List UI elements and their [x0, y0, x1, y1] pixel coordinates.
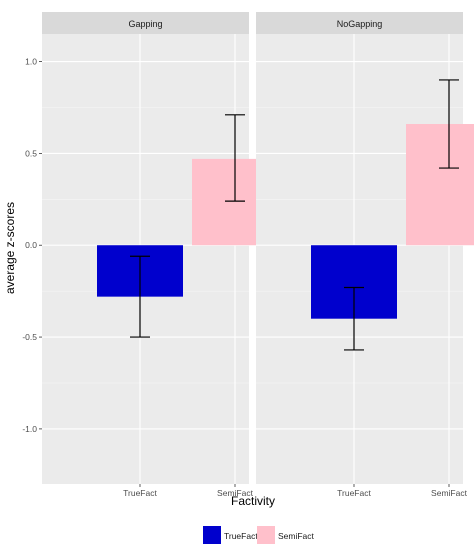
facet-panel: Gapping TrueFact SemiFact: [42, 12, 278, 498]
x-tick-label: TrueFact: [123, 488, 157, 498]
y-tick-label: 0.5: [25, 148, 37, 158]
legend-swatch-truefact: [203, 526, 221, 544]
y-tick-label: -0.5: [22, 332, 37, 342]
facet-strip: [42, 12, 249, 34]
facet-strip-label: Gapping: [128, 19, 162, 29]
chart-panels: Gapping TrueFact SemiFact NoGapping TrueFact…: [42, 12, 474, 498]
y-axis: -1.0 -0.5 0.0 0.5 1.0: [22, 57, 42, 434]
legend-label: TrueFact: [224, 531, 258, 541]
legend-swatch-semifact: [257, 526, 275, 544]
y-tick-label: -1.0: [22, 424, 37, 434]
facet-panel: NoGapping TrueFact SemiFact: [256, 12, 474, 498]
x-tick-label: TrueFact: [337, 488, 371, 498]
legend: TrueFact SemiFact: [203, 526, 315, 544]
x-tick-label: SemiFact: [217, 488, 254, 498]
y-axis-title: average z-scores: [3, 202, 17, 294]
facet-strip-label: NoGapping: [337, 19, 383, 29]
x-axis-title: Factivity: [231, 494, 275, 508]
x-tick-label: SemiFact: [431, 488, 468, 498]
bar-semifact: [406, 124, 474, 246]
facet-strip: [256, 12, 463, 34]
legend-label: SemiFact: [278, 531, 315, 541]
y-tick-label: 0.0: [25, 240, 37, 250]
y-tick-label: 1.0: [25, 57, 37, 67]
